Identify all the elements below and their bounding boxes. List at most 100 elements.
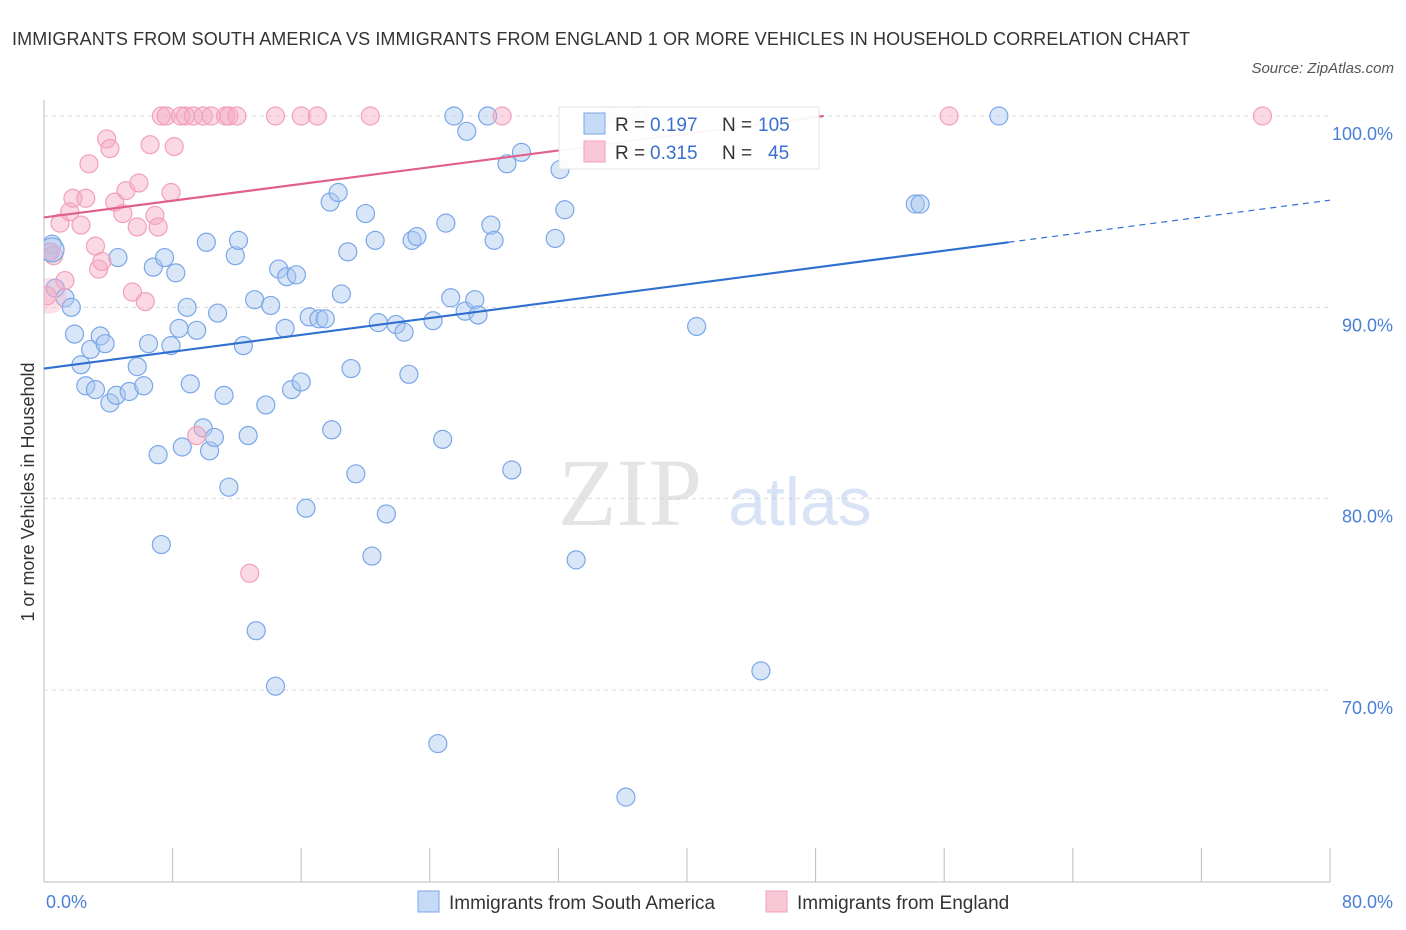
data-point-england-44 xyxy=(939,106,959,126)
data-point-south-america-36 xyxy=(219,477,239,497)
data-point-south-america-65 xyxy=(365,230,385,250)
data-point-south-america-88 xyxy=(511,142,532,162)
data-point-england-21 xyxy=(135,291,155,312)
data-point-south-america-53 xyxy=(299,307,319,327)
data-point-england-25 xyxy=(151,106,171,126)
data-point-south-america-97 xyxy=(905,194,925,214)
legend-label-south-america: Immigrants from South America xyxy=(449,893,716,914)
trend-line-extension-south-america xyxy=(1008,199,1331,243)
data-point-south-america-11 xyxy=(95,334,115,354)
data-point-south-america-51 xyxy=(291,372,311,392)
data-point-south-america-69 xyxy=(394,322,414,342)
data-point-south-america-8 xyxy=(81,339,101,360)
watermark-atlas: atlas xyxy=(728,464,872,540)
data-point-england-12 xyxy=(92,251,112,272)
data-point-england-4 xyxy=(55,270,75,291)
data-point-england-40 xyxy=(291,106,311,126)
data-point-england-36 xyxy=(219,106,239,126)
data-point-england-19 xyxy=(127,217,147,237)
data-point-south-america-23 xyxy=(161,336,181,356)
data-point-cluster-south-america xyxy=(44,237,65,263)
data-point-south-america-67 xyxy=(376,504,396,524)
data-point-south-america-98 xyxy=(910,194,930,214)
y-tick-label-3: 70.0% xyxy=(1342,698,1393,718)
stats-box: R = 0.197 N = 105 R = 0.315 N = 45 xyxy=(558,106,820,170)
data-point-south-america-74 xyxy=(428,733,448,754)
y-axis-label: 1 or more Vehicles in Household xyxy=(18,362,38,621)
data-point-south-america-61 xyxy=(341,358,361,379)
stats-n-value-1: 105 xyxy=(758,115,790,136)
data-point-south-america-38 xyxy=(228,230,249,250)
data-point-south-america-14 xyxy=(108,247,128,268)
data-point-south-america-56 xyxy=(320,192,340,212)
data-point-south-america-13 xyxy=(106,385,126,405)
y-tick-label-1: 90.0% xyxy=(1342,315,1393,335)
data-point-south-america-41 xyxy=(244,290,265,310)
data-point-south-america-27 xyxy=(177,297,197,317)
data-point-england-33 xyxy=(193,106,213,126)
data-point-south-america-76 xyxy=(436,213,456,233)
x-tick-label-0: 0.0% xyxy=(46,892,87,912)
x-tick-label-1: 80.0% xyxy=(1342,892,1393,912)
chart-title: IMMIGRANTS FROM SOUTH AMERICA VS IMMIGRA… xyxy=(12,29,1191,49)
data-point-south-america-95 xyxy=(687,316,707,337)
data-point-england-45 xyxy=(1252,106,1273,126)
data-point-south-america-43 xyxy=(256,395,276,415)
data-point-england-32 xyxy=(187,425,207,446)
data-point-south-america-34 xyxy=(208,303,228,323)
data-point-south-america-80 xyxy=(457,121,477,141)
data-point-south-america-25 xyxy=(169,318,189,338)
data-point-south-america-17 xyxy=(134,376,154,396)
data-point-south-america-5 xyxy=(64,324,85,344)
stats-swatch-england xyxy=(583,140,606,163)
data-point-england-43 xyxy=(492,106,512,126)
data-point-england-37 xyxy=(227,106,247,126)
data-point-south-america-91 xyxy=(555,200,575,220)
data-point-south-america-33 xyxy=(204,427,224,448)
watermark-zip: ZIP xyxy=(558,439,702,546)
data-point-south-america-7 xyxy=(76,376,96,396)
data-point-south-america-16 xyxy=(127,357,147,377)
chart-source: Source: ZipAtlas.com xyxy=(1251,60,1394,77)
data-point-south-america-40 xyxy=(238,425,258,446)
legend-swatch-south-america xyxy=(417,890,440,913)
data-points xyxy=(44,106,1273,807)
data-point-south-america-77 xyxy=(441,288,461,308)
stats-n-value-2: 45 xyxy=(768,143,789,164)
data-point-south-america-66 xyxy=(368,313,388,333)
stats-r-label-1: R = xyxy=(615,115,645,136)
data-point-south-america-73 xyxy=(423,311,443,331)
data-point-south-america-94 xyxy=(616,787,636,807)
tick-labels: 100.0% 90.0% 80.0% 70.0% 0.0% 80.0% xyxy=(46,124,1393,912)
data-point-south-america-26 xyxy=(172,437,192,457)
data-point-south-america-83 xyxy=(478,106,498,126)
data-point-south-america-47 xyxy=(275,318,295,338)
data-point-south-america-72 xyxy=(407,226,427,247)
axes xyxy=(43,100,1331,883)
data-point-england-26 xyxy=(156,106,176,126)
data-point-south-america-75 xyxy=(433,429,453,449)
data-point-south-america-55 xyxy=(315,309,335,329)
data-point-south-america-96 xyxy=(751,661,771,681)
data-point-england-14 xyxy=(100,138,120,159)
data-point-south-america-49 xyxy=(281,380,302,400)
data-point-south-america-99 xyxy=(989,106,1009,126)
stats-r-value-1: 0.197 xyxy=(650,115,698,136)
data-point-south-america-82 xyxy=(468,305,488,325)
stats-n-label-2: N = xyxy=(722,143,752,164)
data-point-south-america-57 xyxy=(322,420,342,440)
grid-lines xyxy=(44,115,1330,691)
data-point-south-america-63 xyxy=(355,203,376,224)
data-point-england-23 xyxy=(145,205,165,226)
data-point-england-7 xyxy=(71,215,91,235)
data-point-england-0 xyxy=(44,286,57,306)
data-point-south-america-58 xyxy=(328,182,348,203)
stats-n-label-1: N = xyxy=(722,115,752,136)
y-tick-label-0: 100.0% xyxy=(1332,124,1393,144)
data-point-south-america-4 xyxy=(61,297,81,317)
data-point-south-america-46 xyxy=(269,259,289,279)
data-point-south-america-64 xyxy=(362,546,382,566)
data-point-england-28 xyxy=(164,137,184,157)
data-point-england-20 xyxy=(129,173,149,193)
data-point-south-america-42 xyxy=(246,621,266,641)
